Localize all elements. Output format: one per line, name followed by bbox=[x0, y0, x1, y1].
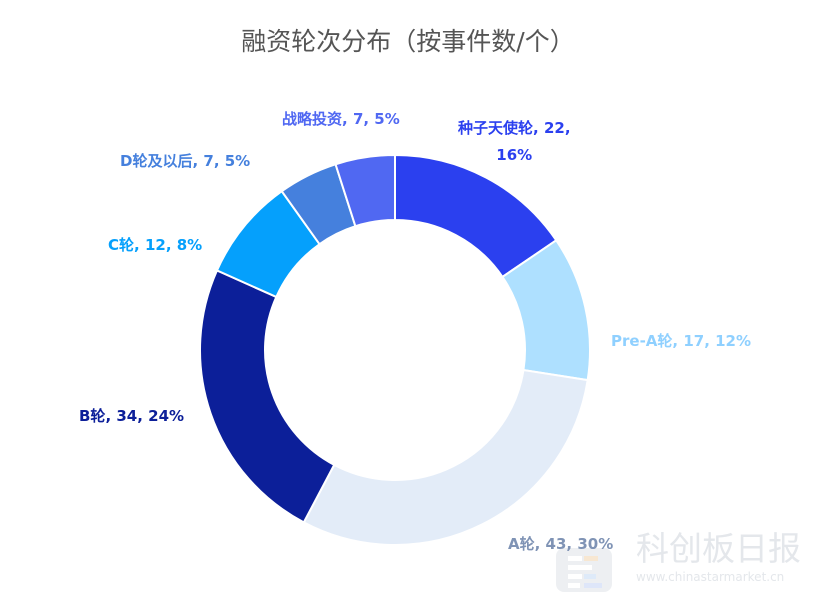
chart-title: 融资轮次分布（按事件数/个） bbox=[241, 27, 575, 56]
data-label-c: C轮, 12, 8% bbox=[108, 236, 203, 254]
donut-slice-6 bbox=[334, 153, 396, 228]
watermark-name: 科创板日报 bbox=[636, 529, 801, 568]
data-label-d: D轮及以后, 7, 5% bbox=[120, 152, 251, 170]
donut-slice-2 bbox=[302, 368, 589, 546]
watermark-url: www.chinastarmarket.cn bbox=[636, 570, 785, 584]
data-label-seed: 种子天使轮, 22, 16% bbox=[458, 119, 571, 164]
data-label-b: B轮, 34, 24% bbox=[79, 407, 185, 425]
watermark-logo-icon bbox=[556, 548, 612, 592]
data-label-strategic: 战略投资, 7, 5% bbox=[282, 110, 400, 128]
donut-slice-3 bbox=[199, 269, 336, 524]
data-label-pre-a: Pre-A轮, 17, 12% bbox=[611, 332, 752, 350]
data-label-a: A轮, 43, 30% bbox=[508, 535, 614, 553]
